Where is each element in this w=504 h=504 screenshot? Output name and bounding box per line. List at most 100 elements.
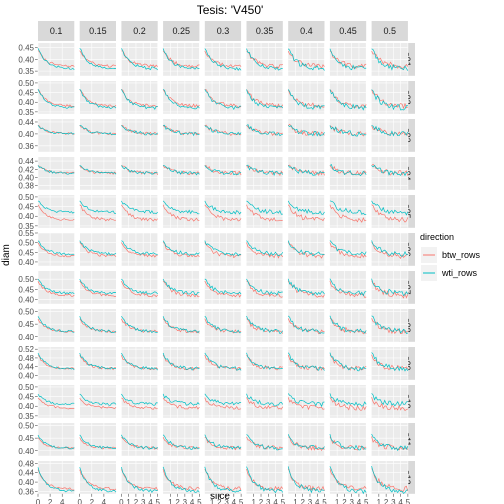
facet-panel-s03-0-35: [246, 119, 284, 152]
facet-panel-s10-0-25: [162, 385, 200, 418]
y-tick-label: 0.45: [18, 285, 34, 294]
legend-label-btw-rows: btw_rows: [442, 250, 481, 260]
series-line-wti-rows: [163, 124, 200, 137]
series-line-btw-rows: [204, 204, 242, 222]
series-line-btw-rows: [204, 89, 242, 109]
facet-panel-s12-0-5: [371, 461, 409, 494]
x-tick-label: 5: [364, 498, 369, 504]
facet-panel-s05-0-2: [121, 195, 158, 228]
facet-panel-s05-0-5: [371, 195, 409, 228]
y-tick-label: 0.45: [18, 393, 34, 402]
x-tick-label: 1: [252, 498, 257, 504]
facet-panel-s12-0-2: [121, 461, 159, 494]
x-tick-label: 3: [141, 498, 146, 504]
panel-background: [204, 347, 242, 380]
series-line-wti-rows: [329, 434, 367, 451]
panel-background: [163, 347, 200, 380]
facet-strip-label-col-0-25: 0.25: [172, 26, 190, 36]
x-tick-label: 4: [102, 498, 107, 504]
panel-background: [38, 309, 75, 342]
chart-title: Tesis: 'V450': [197, 3, 264, 17]
legend: direction btw_rows wti_rows: [420, 232, 481, 281]
series-line-wti-rows: [204, 48, 242, 71]
series-line-wti-rows: [246, 466, 284, 494]
facet-strip-label-col-0-4: 0.4: [300, 26, 313, 36]
x-tick-label: 1: [293, 498, 298, 504]
facet-panel-s05-0-4: [287, 195, 325, 228]
facet-panel-s07-0-25: [162, 271, 200, 304]
facet-panel-s02-0-45: [329, 81, 367, 114]
series-line-wti-rows: [204, 200, 242, 215]
x-tick-label: 2: [342, 498, 347, 504]
facet-panel-s01-0-5: [371, 43, 409, 76]
facet-panel-s12-0-15: [79, 461, 117, 494]
panel-background: [38, 271, 75, 304]
y-tick-label: 0.45: [18, 248, 34, 257]
x-axis-title: slice: [210, 491, 230, 502]
x-tick-label: 4: [398, 498, 403, 504]
series-line-wti-rows: [37, 48, 75, 70]
facet-panel-s12-0-25: [162, 461, 200, 494]
x-tick-label: 4: [357, 498, 362, 504]
facet-panel-s08-0-45: [329, 309, 367, 342]
panel-background: [288, 271, 325, 304]
facet-panel-s11-0-15: [79, 423, 117, 456]
facet-panel-s04-0-35: [246, 157, 284, 190]
series-line-wti-rows: [287, 89, 325, 110]
facet-strip-col-0-45: [329, 21, 367, 41]
y-tick-label: 0.35: [18, 67, 34, 76]
series-line-btw-rows: [37, 204, 75, 221]
x-tick-label: 4: [232, 498, 237, 504]
series-line-wti-rows: [162, 434, 200, 450]
x-tick-label: 3: [224, 498, 229, 504]
series-line-wti-rows: [121, 165, 158, 175]
facet-panel-s10-0-2: [121, 385, 158, 418]
panel-background: [121, 461, 158, 494]
series-line-wti-rows: [204, 165, 242, 176]
facet-panel-s10-0-5: [371, 385, 409, 418]
facet-panel-s05-0-45: [329, 195, 367, 228]
series-line-btw-rows: [204, 280, 242, 298]
series-line-btw-rows: [37, 355, 75, 370]
series-line-btw-rows: [162, 204, 200, 222]
facet-panel-s11-0-3: [204, 423, 242, 456]
series-line-wti-rows: [371, 352, 409, 372]
facet-panel-s06-0-25: [162, 232, 200, 266]
x-tick-label: 0: [77, 498, 82, 504]
series-line-wti-rows: [79, 352, 117, 370]
facet-panel-s03-0-45: [329, 119, 367, 152]
series-line-btw-rows: [162, 50, 200, 69]
facet-panel-s02-0-3: [204, 81, 242, 114]
y-tick-label: 0.44: [18, 157, 34, 166]
series-line-wti-rows: [371, 89, 409, 111]
series-line-wti-rows: [37, 200, 75, 214]
series-line-wti-rows: [287, 200, 325, 215]
panel-background: [38, 81, 75, 114]
facet-panel-s04-0-45: [329, 157, 367, 190]
facet-strip-col-0-25: [163, 21, 200, 41]
series-line-wti-rows: [287, 315, 325, 334]
series-line-btw-rows: [121, 242, 158, 258]
facet-panel-s07-0-2: [121, 271, 158, 304]
series-line-wti-rows: [371, 393, 408, 407]
x-tick-label: 4: [148, 498, 153, 504]
facet-panel-s03-0-4: [287, 119, 325, 152]
series-line-btw-rows: [37, 281, 75, 297]
series-line-btw-rows: [204, 318, 242, 334]
y-tick-label: 0.40: [18, 371, 34, 380]
facet-panel-s07-0-35: [246, 271, 284, 304]
x-tick-label: 1: [335, 498, 340, 504]
series-line-btw-rows: [121, 355, 158, 371]
y-tick-label: 0.40: [18, 98, 34, 107]
x-tick-label: 2: [300, 498, 305, 504]
facet-panel-s09-0-15: [79, 347, 117, 380]
series-line-btw-rows: [204, 397, 242, 410]
series-line-wti-rows: [121, 240, 158, 256]
facet-panel-s09-0-3: [204, 347, 242, 380]
series-line-btw-rows: [37, 88, 75, 108]
x-tick-label: 2: [48, 498, 53, 504]
series-line-wti-rows: [37, 434, 75, 450]
series-line-wti-rows: [287, 240, 325, 257]
series-line-btw-rows: [162, 89, 200, 108]
y-tick-label: 0.50: [18, 79, 34, 88]
